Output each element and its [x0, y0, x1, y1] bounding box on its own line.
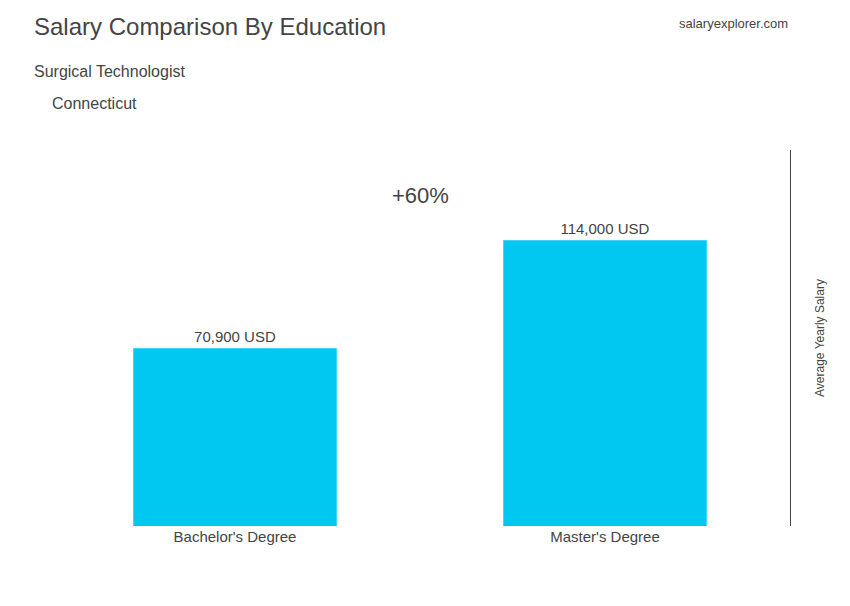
svg-text:114,000 USD: 114,000 USD — [560, 220, 649, 237]
svg-text:Salary Comparison By Education: Salary Comparison By Education — [34, 13, 386, 40]
svg-text:70,900 USD: 70,900 USD — [194, 328, 276, 345]
svg-text:Master's Degree: Master's Degree — [550, 528, 660, 545]
svg-text:Average Yearly Salary: Average Yearly Salary — [813, 279, 827, 397]
svg-text:Bachelor's Degree: Bachelor's Degree — [174, 528, 297, 545]
svg-text:salaryexplorer.com: salaryexplorer.com — [679, 16, 788, 31]
svg-text:+60%: +60% — [392, 183, 449, 208]
svg-text:Connecticut: Connecticut — [52, 95, 137, 112]
svg-text:Surgical Technologist: Surgical Technologist — [34, 63, 185, 80]
